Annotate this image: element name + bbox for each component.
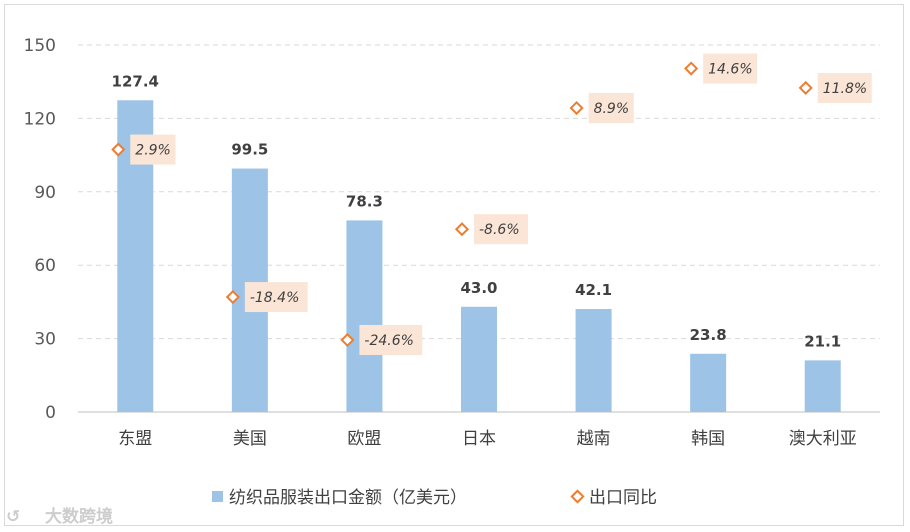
growth-label-box: [703, 53, 758, 84]
legend-bar-swatch: [212, 491, 223, 502]
growth-marker: [454, 222, 470, 237]
growth-label: -8.6%: [479, 222, 520, 238]
growth-marker: [340, 332, 355, 348]
legend-marker-label: 出口同比: [589, 488, 657, 508]
watermark-logo-icon: ↺: [6, 507, 20, 527]
x-category-label: 欧盟: [347, 429, 381, 449]
growth-label: -18.4%: [250, 290, 300, 306]
y-tick-label: 0: [45, 403, 56, 423]
bar: [575, 308, 612, 412]
x-category-label: 澳大利亚: [789, 429, 857, 449]
y-tick-label: 90: [34, 183, 56, 203]
bar: [690, 353, 727, 412]
bar-value-label: 78.3: [346, 192, 383, 210]
growth-label-box: [359, 324, 423, 355]
growth-label-box: [588, 93, 634, 124]
bar-value-label: 127.4: [112, 72, 159, 90]
legend-marker-swatch: [570, 489, 585, 504]
y-axis: 0 30 60 90 120 150: [24, 36, 56, 423]
growth-label-box: [130, 134, 176, 165]
growth-label: 14.6%: [708, 62, 752, 78]
bar-value-label: 43.0: [460, 279, 497, 297]
x-category-label: 韩国: [691, 429, 725, 449]
growth-marker: [569, 100, 584, 116]
growth-label-box: [817, 72, 872, 103]
growth-label: -24.6%: [364, 333, 414, 349]
growth-label: 8.9%: [594, 101, 630, 117]
x-category-label: 东盟: [118, 429, 152, 449]
y-tick-label: 120: [24, 109, 56, 129]
growth-marker: [225, 289, 240, 305]
growth-marker: [798, 80, 813, 96]
growth-label-box: [474, 214, 528, 245]
chart-frame: [4, 4, 904, 526]
x-axis: 东盟 美国 欧盟 日本 越南 韩国 澳大利亚: [118, 429, 856, 449]
bar-value-label: 42.1: [575, 281, 612, 299]
y-tick-label: 150: [24, 36, 56, 56]
growth-label: 2.9%: [135, 143, 171, 159]
watermark-text: 大数跨境: [45, 506, 113, 527]
bar-value-label: 23.8: [690, 326, 727, 344]
bar: [804, 360, 841, 412]
growth-marker: [111, 142, 126, 157]
x-category-label: 美国: [233, 429, 267, 449]
bar: [346, 220, 383, 412]
y-tick-label: 30: [34, 330, 56, 350]
growth-label: 11.8%: [823, 81, 867, 97]
legend: 纺织品服装出口金额（亿美元） 出口同比: [212, 488, 657, 508]
growth-series: 2.9% -18.4% -24.6% -8.6% 8.9% 14.6% 11.8%: [111, 53, 872, 355]
bar: [461, 306, 497, 412]
growth-label-box: [244, 282, 308, 313]
bar-value-label: 21.1: [804, 332, 841, 350]
x-category-label: 日本: [462, 429, 496, 449]
bar-value-label: 99.5: [231, 141, 268, 159]
x-category-label: 越南: [577, 429, 611, 449]
legend-bar-label: 纺织品服装出口金额（亿美元）: [229, 488, 467, 508]
y-tick-label: 60: [34, 256, 56, 276]
growth-marker: [684, 61, 699, 76]
watermark: ↺ 大数跨境: [6, 506, 113, 527]
